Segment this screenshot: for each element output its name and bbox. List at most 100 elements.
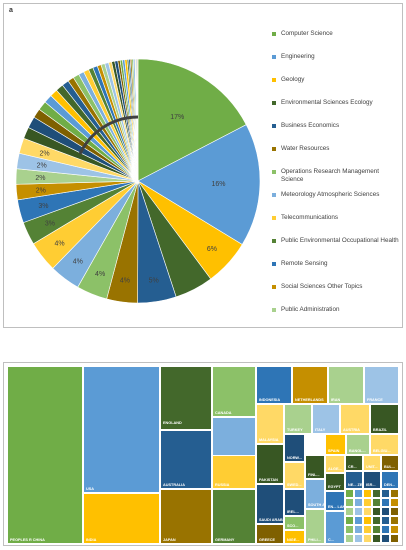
pie-data-label: 3% xyxy=(45,220,55,227)
treemap-small-tile xyxy=(372,498,381,507)
pie-data-label: 2% xyxy=(35,175,45,182)
treemap-small-tile xyxy=(363,489,372,498)
legend-item: Meteorology Atmospheric Sciences xyxy=(269,191,401,214)
treemap-small-tile xyxy=(345,534,354,543)
treemap-small-tile xyxy=(354,498,363,507)
treemap-tile-label: RUSSIA xyxy=(215,483,230,487)
treemap-tile: INDONESIA xyxy=(256,366,292,404)
legend-swatch xyxy=(272,78,276,82)
treemap-small-tile xyxy=(390,507,399,516)
treemap-tile-label: BUL... xyxy=(384,465,395,469)
treemap-tile-label: FRANCE xyxy=(367,398,383,402)
treemap-tile-label: PAKISTAN xyxy=(259,478,278,482)
legend-item: Computer Science xyxy=(269,30,401,53)
treemap-small-tile xyxy=(345,543,354,545)
legend-swatch xyxy=(272,285,276,289)
treemap-small-tile xyxy=(381,516,390,525)
treemap-tile: IRAN xyxy=(328,366,364,404)
pie-chart-panel: a 17% 16% 6% 5% 4% 4% 4% 4% 3% 3% 2% 2% 2% 2% Compute… xyxy=(3,3,403,328)
pie-data-label: 17% xyxy=(170,114,184,121)
treemap-tile: CANADA xyxy=(212,366,256,417)
treemap-tile-label: FINL... xyxy=(308,473,320,477)
treemap-small-tile xyxy=(390,534,399,543)
legend-label: Engineering xyxy=(281,53,315,60)
treemap-tile-label: PEOPLES R CHINA xyxy=(10,538,45,542)
treemap-small-tile xyxy=(390,489,399,498)
treemap-tile-label: C... xyxy=(328,538,334,542)
treemap-tile: FRANCE xyxy=(364,366,399,404)
treemap-small-tile xyxy=(372,507,381,516)
treemap-tile: AUSTRALIA xyxy=(160,430,212,489)
treemap-tile: BELGIU... xyxy=(370,434,399,455)
legend-swatch xyxy=(272,101,276,105)
treemap-tile: INDIA xyxy=(83,493,160,544)
treemap-tile: JAPAN xyxy=(160,489,212,544)
treemap-small-tile xyxy=(372,489,381,498)
treemap-tile: ALGE... xyxy=(325,455,345,473)
treemap-tile: SPAIN xyxy=(325,434,346,455)
treemap-small-tile xyxy=(345,525,354,534)
pie-data-label: 2% xyxy=(40,150,50,157)
legend-label: Telecommunications xyxy=(281,214,339,221)
treemap-small-tile xyxy=(354,507,363,516)
treemap-tile-label: ENGLAND xyxy=(163,421,182,425)
treemap-small-tile xyxy=(381,498,390,507)
treemap-tile: PHILI... xyxy=(305,509,325,544)
treemap-small-tile xyxy=(354,525,363,534)
treemap-tile: IREL... xyxy=(284,489,305,516)
treemap-chart: PEOPLES R CHINA USA INDIA ENGLAND AUSTRALIA J… xyxy=(7,366,399,545)
pie-legend: Computer Science Engineering Geology Enviro… xyxy=(269,30,401,329)
treemap-tile: NETHERLANDS xyxy=(292,366,328,404)
treemap-tile-label: SCO... xyxy=(287,524,299,528)
pie-data-label: 4% xyxy=(95,271,105,278)
treemap-tile-label: ISR... xyxy=(366,483,376,487)
treemap-tile-label: NETHERLANDS xyxy=(295,398,324,402)
pie-leader-lines xyxy=(78,115,139,155)
treemap-tile-label: NE... ZE... xyxy=(348,483,363,487)
pie-slice xyxy=(137,58,247,182)
treemap-tile: DEN... xyxy=(381,471,399,489)
legend-swatch xyxy=(272,32,276,36)
treemap-tile: SAUDI ARABIA xyxy=(256,484,284,524)
treemap-small-tile xyxy=(390,498,399,507)
legend-label: Social Sciences Other Topics xyxy=(281,283,363,290)
treemap-tile-label: UNIT... xyxy=(366,465,378,469)
treemap-tile: BRAZIL xyxy=(370,404,399,434)
treemap-tile-label: INDONESIA xyxy=(259,398,281,402)
legend-label: Water Resources xyxy=(281,145,330,152)
treemap-small-tile xyxy=(372,525,381,534)
legend-swatch xyxy=(272,308,276,312)
legend-item: Operations Research Management Science xyxy=(269,168,401,191)
treemap-small-tile xyxy=(363,516,372,525)
treemap-tile-label: IRAN xyxy=(331,398,341,402)
legend-swatch xyxy=(272,262,276,266)
treemap-small-tile xyxy=(390,543,399,545)
legend-swatch xyxy=(272,147,276,151)
pie-slice xyxy=(136,58,139,182)
treemap-tile-label: USA xyxy=(86,487,95,491)
treemap-tile: GERMANY xyxy=(212,489,256,544)
treemap-small-tile xyxy=(363,498,372,507)
treemap-small-tile xyxy=(363,525,372,534)
legend-item: Business Economics xyxy=(269,122,401,145)
legend-label: Remote Sensing xyxy=(281,260,328,267)
treemap-small-tile xyxy=(354,516,363,525)
treemap-tile-label: DEN... xyxy=(384,483,396,487)
treemap-tile: PAKISTAN xyxy=(256,444,284,484)
treemap-tile: USA xyxy=(83,366,160,493)
treemap-tile-label: GREECE xyxy=(259,538,276,542)
legend-label: Meteorology Atmospheric Sciences xyxy=(281,191,380,198)
pie-chart: 17% 16% 6% 5% 4% 4% 4% 4% 3% 3% 2% 2% 2% 2% xyxy=(15,58,261,304)
panel-label-a: a xyxy=(9,7,13,14)
treemap-small-tile xyxy=(354,543,363,545)
pie-data-label: 3% xyxy=(38,203,48,210)
pie-data-label: 16% xyxy=(211,181,225,188)
legend-label: Public Administration xyxy=(281,306,340,313)
pie-data-label: 5% xyxy=(149,277,159,284)
treemap-tile-label: EGYPT xyxy=(328,485,341,489)
treemap-tile-label: BANGL... xyxy=(349,449,366,453)
treemap-tile-label: IREL... xyxy=(287,510,299,514)
legend-item: Engineering xyxy=(269,53,401,76)
treemap-small-tile xyxy=(363,534,372,543)
treemap-small-tile xyxy=(381,489,390,498)
